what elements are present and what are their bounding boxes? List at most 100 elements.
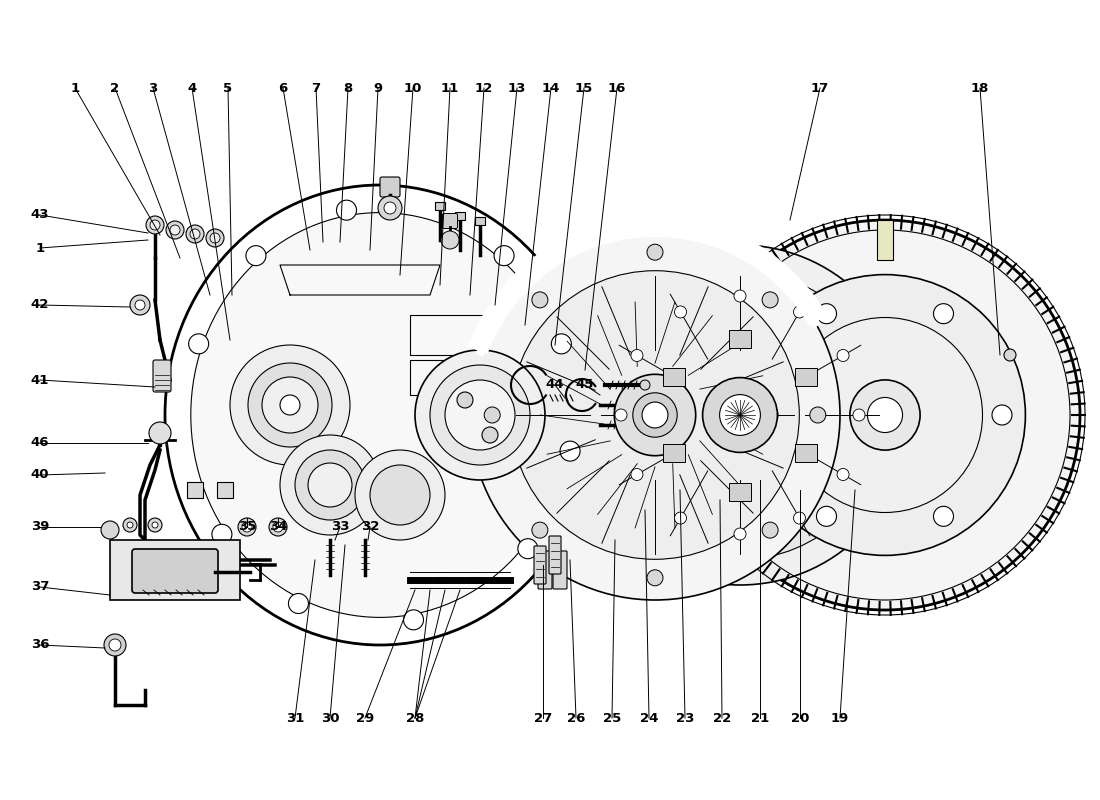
Circle shape <box>280 435 380 535</box>
Text: 14: 14 <box>542 82 560 94</box>
Text: 13: 13 <box>508 82 526 94</box>
Text: 1: 1 <box>70 82 79 94</box>
Circle shape <box>631 350 642 362</box>
FancyBboxPatch shape <box>187 482 204 498</box>
Text: 28: 28 <box>406 711 425 725</box>
Circle shape <box>446 380 515 450</box>
Circle shape <box>238 518 256 536</box>
Text: 20: 20 <box>791 711 810 725</box>
Circle shape <box>631 469 642 481</box>
Circle shape <box>109 639 121 651</box>
Circle shape <box>288 594 308 614</box>
FancyBboxPatch shape <box>795 368 817 386</box>
Circle shape <box>384 202 396 214</box>
Text: 40: 40 <box>31 469 50 482</box>
Text: 25: 25 <box>603 711 622 725</box>
Circle shape <box>246 246 266 266</box>
FancyBboxPatch shape <box>153 360 170 392</box>
Circle shape <box>674 306 686 318</box>
Text: a passion for parts since 1985: a passion for parts since 1985 <box>527 368 833 592</box>
FancyBboxPatch shape <box>534 546 546 584</box>
Circle shape <box>934 506 954 526</box>
Text: 31: 31 <box>286 711 305 725</box>
Circle shape <box>703 378 778 452</box>
Text: 7: 7 <box>311 82 320 94</box>
Text: 21: 21 <box>751 711 769 725</box>
Circle shape <box>758 405 778 425</box>
Circle shape <box>190 229 200 239</box>
Circle shape <box>852 409 865 421</box>
Polygon shape <box>877 220 893 260</box>
Text: 27: 27 <box>534 711 552 725</box>
Circle shape <box>837 469 849 481</box>
Text: 29: 29 <box>356 711 374 725</box>
Text: 35: 35 <box>238 521 256 534</box>
Circle shape <box>551 334 571 354</box>
Circle shape <box>640 380 650 390</box>
Text: 30: 30 <box>321 711 339 725</box>
Text: 23: 23 <box>675 711 694 725</box>
Circle shape <box>816 506 836 526</box>
Circle shape <box>470 230 840 600</box>
Circle shape <box>456 392 473 408</box>
Circle shape <box>570 245 910 585</box>
Circle shape <box>992 405 1012 425</box>
Circle shape <box>404 610 424 630</box>
Ellipse shape <box>190 213 569 618</box>
FancyBboxPatch shape <box>455 212 465 220</box>
Circle shape <box>212 524 232 544</box>
Circle shape <box>135 300 145 310</box>
Circle shape <box>270 518 287 536</box>
Text: 12: 12 <box>475 82 493 94</box>
Text: 17: 17 <box>811 82 829 94</box>
Circle shape <box>615 409 627 421</box>
Circle shape <box>647 570 663 586</box>
Circle shape <box>210 233 220 243</box>
Circle shape <box>130 295 150 315</box>
Circle shape <box>632 393 678 437</box>
Circle shape <box>150 220 160 230</box>
Circle shape <box>248 363 332 447</box>
Text: 34: 34 <box>268 521 287 534</box>
Circle shape <box>850 380 920 450</box>
Circle shape <box>148 518 162 532</box>
Circle shape <box>484 407 500 423</box>
Circle shape <box>837 350 849 362</box>
Text: 45: 45 <box>575 378 594 391</box>
Text: 8: 8 <box>343 82 353 94</box>
Circle shape <box>810 407 826 423</box>
Circle shape <box>793 306 805 318</box>
FancyBboxPatch shape <box>434 202 446 210</box>
Circle shape <box>280 395 300 415</box>
Circle shape <box>152 522 158 528</box>
Circle shape <box>793 512 805 524</box>
Circle shape <box>532 522 548 538</box>
Circle shape <box>355 450 446 540</box>
FancyBboxPatch shape <box>132 549 218 593</box>
Circle shape <box>295 450 365 520</box>
FancyBboxPatch shape <box>549 536 561 574</box>
Text: 46: 46 <box>31 437 50 450</box>
Circle shape <box>532 292 548 308</box>
Text: 18: 18 <box>971 82 989 94</box>
FancyBboxPatch shape <box>662 444 684 462</box>
Circle shape <box>104 634 126 656</box>
Circle shape <box>674 512 686 524</box>
FancyBboxPatch shape <box>662 368 684 386</box>
Circle shape <box>816 304 836 324</box>
Circle shape <box>595 270 884 559</box>
FancyBboxPatch shape <box>729 482 751 501</box>
Text: 41: 41 <box>31 374 50 386</box>
Circle shape <box>560 441 580 461</box>
Circle shape <box>1004 349 1016 361</box>
Circle shape <box>146 216 164 234</box>
Text: 43: 43 <box>31 209 50 222</box>
Text: PartsFan: PartsFan <box>647 283 993 557</box>
Circle shape <box>762 522 778 538</box>
Circle shape <box>186 225 204 243</box>
Text: 2: 2 <box>110 82 120 94</box>
Circle shape <box>494 246 514 266</box>
Circle shape <box>337 200 356 220</box>
Circle shape <box>642 402 668 428</box>
Circle shape <box>126 522 133 528</box>
